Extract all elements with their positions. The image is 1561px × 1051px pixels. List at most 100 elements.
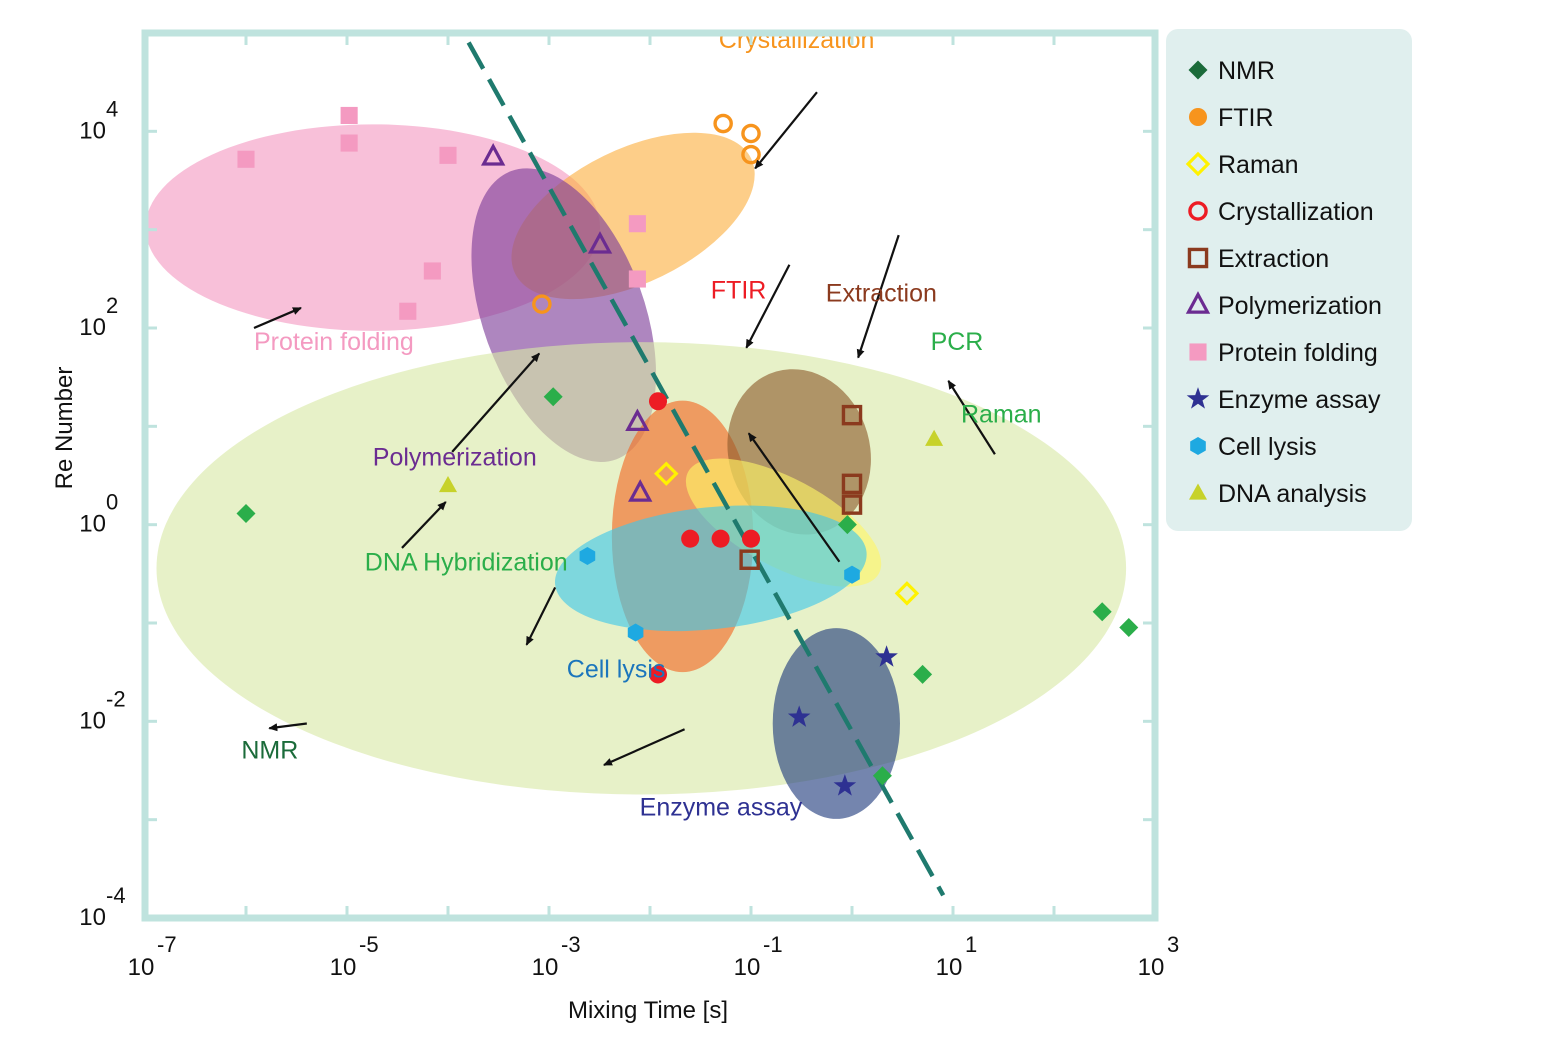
y-tick-base: 10: [79, 117, 106, 144]
x-tick-base: 10: [936, 954, 963, 981]
point-dna-analysis-2: [925, 429, 944, 446]
x-axis-label: Mixing Time [s]: [568, 997, 728, 1024]
legend-box: [1166, 29, 1412, 531]
legend-marker-polymerization: [1185, 291, 1211, 314]
legend-marker-nmr: [1188, 60, 1208, 80]
legend-label: NMR: [1218, 57, 1275, 85]
x-tick-exp: -5: [359, 932, 379, 957]
y-tick-label: 102: [79, 293, 118, 341]
point-polymerization-4: [628, 479, 653, 502]
legend-label: Crystallization: [1218, 198, 1374, 226]
point-extraction-2: [841, 404, 863, 426]
point-crystallization-3: [741, 144, 761, 165]
annotation-extraction: Extraction: [826, 234, 937, 359]
point-extraction-4: [841, 494, 863, 515]
x-tick-base: 10: [128, 954, 155, 981]
series-raman: [654, 461, 920, 606]
annotation-arrow: [603, 728, 686, 766]
legend-marker-enzyme-assay: [1186, 387, 1210, 409]
annotation-label: NMR: [241, 736, 298, 764]
legend-item-crystallization: Crystallization: [1188, 198, 1374, 226]
y-tick-base: 10: [79, 314, 106, 341]
annotation-label: Cell lysis: [567, 655, 666, 683]
point-cell-lysis-1: [579, 546, 596, 566]
point-raman-1: [654, 461, 679, 486]
annotation-arrow: [268, 722, 307, 732]
series-extraction: [739, 404, 863, 570]
legend-item-cell-lysis: Cell lysis: [1190, 433, 1317, 461]
points-layer: [236, 106, 1139, 796]
annotation-label: Extraction: [826, 280, 937, 308]
legend-item-polymerization: Polymerization: [1185, 291, 1382, 320]
annotation-cell-lysis: Cell lysis: [525, 586, 666, 683]
y-tick-base: 10: [79, 707, 106, 734]
x-tick-label: 10-3: [532, 932, 581, 981]
point-nmr-5: [872, 766, 892, 786]
legend-marker-protein-folding: [1189, 343, 1207, 361]
point-protein-folding-7: [399, 302, 417, 320]
annotation-dna-hybridization: DNA Hybridization: [365, 501, 568, 577]
annotation-raman: Raman: [747, 400, 1042, 563]
y-tick-base: 10: [79, 511, 106, 538]
point-protein-folding-4: [439, 146, 457, 164]
point-protein-folding-5: [628, 215, 646, 233]
point-nmr-2: [543, 387, 563, 407]
y-tick-exp: 2: [106, 293, 118, 318]
annotation-label: Enzyme assay: [640, 794, 803, 822]
series-cell-lysis: [579, 546, 860, 642]
legend: NMR FTIR Raman Crystallization Extraction Pol…: [1166, 29, 1412, 531]
point-nmr-1: [236, 503, 256, 523]
legend-label: Cell lysis: [1218, 433, 1317, 461]
annotation-enzyme-assay: Enzyme assay: [603, 728, 803, 822]
annotation-arrow: [856, 234, 900, 359]
y-tick-exp: -2: [106, 686, 126, 711]
x-tick-base: 10: [330, 954, 357, 981]
trend-line: [466, 41, 946, 897]
annotation-ftir: FTIR: [711, 264, 791, 349]
point-ftir-3: [711, 529, 730, 548]
legend-item-ftir: FTIR: [1188, 104, 1274, 132]
annotation-pcr: PCR: [931, 328, 996, 455]
y-tick-label: 10-2: [79, 686, 125, 734]
annotation-label: Polymerization: [373, 443, 537, 471]
annotation-nmr: NMR: [241, 722, 307, 764]
legend-marker-cell-lysis: [1190, 436, 1206, 456]
legend-label: Polymerization: [1218, 292, 1382, 320]
annotation-arrow: [401, 501, 447, 549]
annotation-label: PCR: [931, 328, 984, 356]
legend-item-dna-analysis: DNA analysis: [1188, 480, 1367, 508]
legend-label: DNA analysis: [1218, 480, 1367, 508]
y-tick-label: 10-4: [79, 883, 125, 931]
x-tick-base: 10: [532, 954, 559, 981]
point-polymerization-2: [587, 231, 613, 254]
annotation-label: Protein folding: [254, 328, 414, 356]
annotation-arrow: [525, 586, 557, 646]
point-ftir-1: [648, 392, 668, 411]
y-tick-exp: 0: [106, 490, 118, 515]
region-enzyme-assay: [772, 628, 900, 819]
x-tick-exp: -1: [763, 932, 783, 957]
point-protein-folding-8: [423, 262, 441, 280]
point-polymerization-3: [625, 408, 650, 431]
point-raman-2: [894, 581, 920, 606]
point-nmr-3: [837, 515, 857, 535]
legend-label: Raman: [1218, 151, 1299, 179]
point-protein-folding-2: [340, 106, 358, 125]
x-tick-label: 103: [1138, 932, 1180, 981]
legend-marker-crystallization: [1188, 201, 1208, 221]
legend-item-protein-folding: Protein folding: [1189, 339, 1378, 367]
series-enzyme-assay: [787, 645, 898, 796]
legend-item-enzyme-assay: Enzyme assay: [1186, 386, 1381, 414]
x-tick-label: 10-5: [330, 932, 379, 981]
x-tick-exp: -7: [157, 932, 177, 957]
point-ftir-5: [648, 665, 668, 684]
legend-marker-raman: [1185, 151, 1211, 177]
y-tick-base: 10: [79, 904, 106, 931]
series-polymerization: [480, 143, 653, 502]
x-tick-label: 101: [936, 932, 978, 981]
series-crystallization: [532, 113, 761, 314]
x-tick-exp: 3: [1167, 932, 1179, 957]
series-nmr: [236, 387, 1139, 786]
